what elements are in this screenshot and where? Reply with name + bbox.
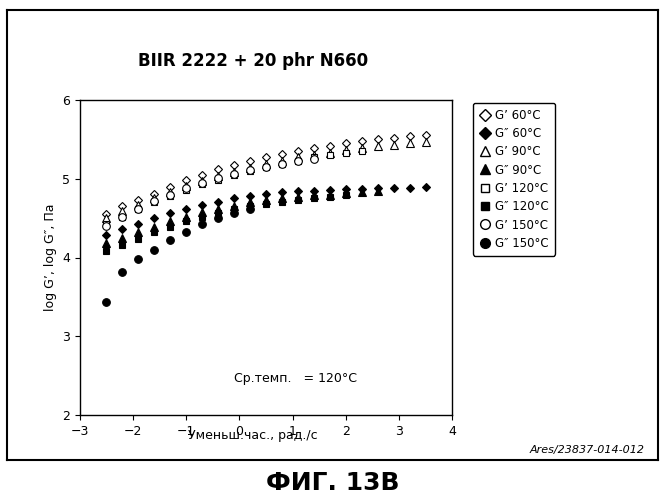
Text: Ср.темп.   = 120°C: Ср.темп. = 120°C xyxy=(234,372,357,385)
Y-axis label: log G’, log G″, Па: log G’, log G″, Па xyxy=(43,204,57,311)
Text: Ares/23837-014-012: Ares/23837-014-012 xyxy=(530,445,645,455)
Text: BIIR 2222 + 20 phr N660: BIIR 2222 + 20 phr N660 xyxy=(138,52,368,70)
Text: ФИГ. 13В: ФИГ. 13В xyxy=(266,471,399,495)
Legend: G’ 60°C, G″ 60°C, G’ 90°C, G″ 90°C, G’ 120°C, G″ 120°C, G’ 150°C, G″ 150°C: G’ 60°C, G″ 60°C, G’ 90°C, G″ 90°C, G’ 1… xyxy=(473,103,555,256)
Text: Уменьш.час., рад./с: Уменьш.час., рад./с xyxy=(188,430,317,442)
